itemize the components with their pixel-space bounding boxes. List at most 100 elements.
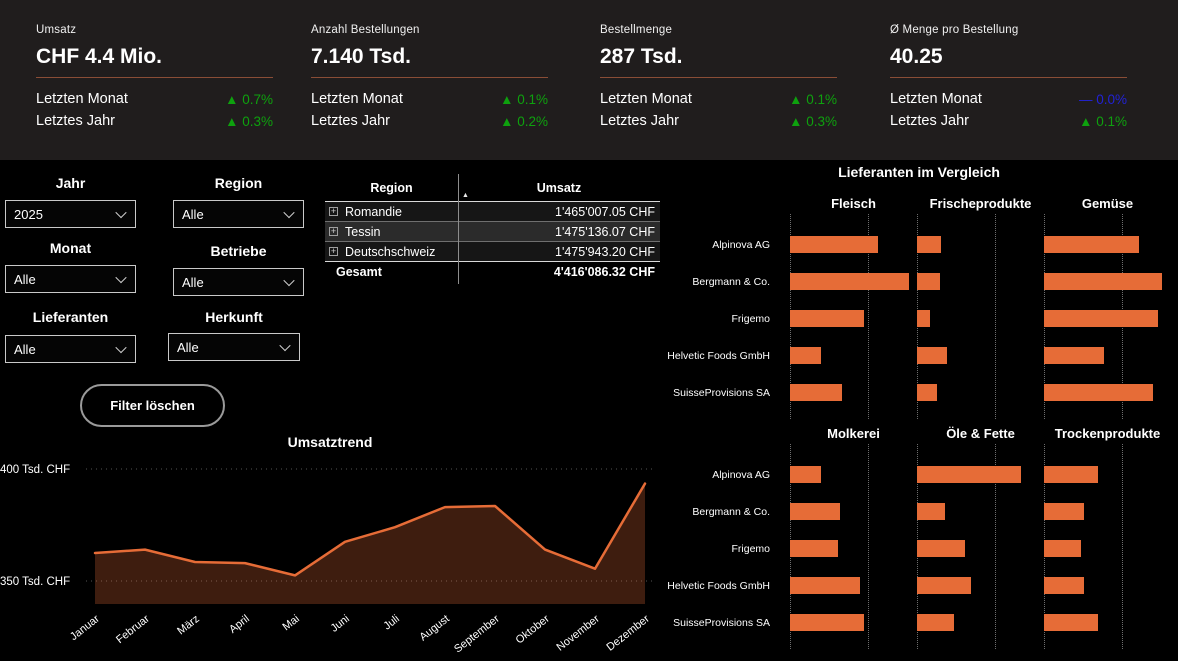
- x-axis-label: Juli: [381, 613, 401, 633]
- supplier-label: SuisseProvisions SA: [673, 616, 770, 629]
- bar[interactable]: [917, 577, 971, 594]
- column-header-umsatz[interactable]: Umsatz: [536, 180, 582, 195]
- area-fill: [95, 483, 645, 604]
- bar[interactable]: [917, 310, 931, 327]
- bar-cell: [917, 374, 1044, 411]
- expand-plus-icon[interactable]: [329, 207, 338, 216]
- bar[interactable]: [790, 503, 841, 520]
- bar[interactable]: [1044, 347, 1104, 364]
- region-cell: Tessin: [345, 224, 381, 239]
- chart-title: Umsatztrend: [287, 434, 373, 450]
- bar-cell: [790, 530, 917, 567]
- bar-cell: [917, 567, 1044, 604]
- bar[interactable]: [1044, 273, 1162, 290]
- herkunft-select[interactable]: Alle: [168, 333, 300, 361]
- kpi-divider: [890, 77, 1127, 78]
- jahr-select[interactable]: 2025: [5, 200, 136, 228]
- total-label: Gesamt: [336, 265, 382, 279]
- gridline: [995, 444, 996, 649]
- bar[interactable]: [790, 577, 860, 594]
- bar[interactable]: [790, 384, 842, 401]
- chevron-down-icon: [283, 274, 295, 287]
- bar[interactable]: [917, 347, 947, 364]
- table-row-highlighted[interactable]: Tessin 1'475'136.07 CHF: [325, 222, 660, 242]
- x-axis-label: Juni: [329, 613, 352, 635]
- bar[interactable]: [790, 540, 838, 557]
- bar[interactable]: [1044, 384, 1154, 401]
- bar[interactable]: [1044, 466, 1098, 483]
- table-total-row: Gesamt 4'416'086.32 CHF: [325, 262, 660, 282]
- bar-cell: [1044, 226, 1171, 263]
- bar[interactable]: [1044, 577, 1084, 594]
- bar-chart-grid: Alpinova AG Bergmann & Co. Frigemo Helvetic…: [660, 444, 1171, 649]
- bar[interactable]: [1044, 614, 1098, 631]
- bar-chart-row: SuisseProvisions SA: [660, 604, 1171, 641]
- x-axis-label: September: [452, 613, 502, 656]
- bar[interactable]: [790, 273, 909, 290]
- bar[interactable]: [917, 540, 965, 557]
- supplier-label: Bergmann & Co.: [692, 275, 770, 288]
- bar[interactable]: [790, 236, 878, 253]
- bar[interactable]: [790, 347, 822, 364]
- supplier-comparison-panel: Lieferanten im Vergleich Fleisch Frische…: [660, 160, 1178, 661]
- select-value: 2025: [14, 206, 43, 222]
- bar-cell: [790, 226, 917, 263]
- x-axis-label: März: [175, 613, 202, 638]
- table-row[interactable]: Deutschschweiz 1'475'943.20 CHF: [325, 242, 660, 262]
- bar[interactable]: [917, 236, 941, 253]
- region-select[interactable]: Alle: [173, 200, 304, 228]
- column-header-region[interactable]: Region: [370, 180, 413, 195]
- filter-clear-button[interactable]: Filter löschen: [80, 384, 225, 427]
- kpi-title: Bestellmenge: [600, 24, 673, 36]
- x-axis-label: Mai: [280, 613, 301, 633]
- bar[interactable]: [917, 273, 940, 290]
- supplier-label: Helvetic Foods GmbH: [667, 349, 770, 362]
- bar[interactable]: [1044, 540, 1082, 557]
- betriebe-select[interactable]: Alle: [173, 268, 304, 296]
- supplier-label: Alpinova AG: [712, 468, 770, 481]
- bar[interactable]: [917, 503, 945, 520]
- bar[interactable]: [790, 466, 822, 483]
- category-header-frischeprodukte: Frischeprodukte: [929, 196, 1032, 211]
- filter-label-herkunft: Herkunft: [205, 309, 263, 325]
- bar-cell: [790, 604, 917, 641]
- lieferanten-select[interactable]: Alle: [5, 335, 136, 363]
- trend-line[interactable]: [93, 482, 647, 577]
- bar[interactable]: [1044, 503, 1084, 520]
- category-header-fleisch: Fleisch: [831, 196, 876, 211]
- region-umsatz-table: Region Umsatz Romandie 1'465'007.05 CHF …: [325, 174, 660, 284]
- umsatz-cell: 1'475'136.07 CHF: [555, 224, 655, 239]
- bar[interactable]: [790, 614, 865, 631]
- table-row[interactable]: Romandie 1'465'007.05 CHF: [325, 202, 660, 222]
- bar[interactable]: [917, 614, 955, 631]
- expand-plus-icon[interactable]: [329, 227, 338, 236]
- bar[interactable]: [1044, 236, 1139, 253]
- x-axis-label: November: [554, 613, 602, 654]
- chevron-down-icon: [283, 206, 295, 219]
- category-header-trockenprodukte: Trockenprodukte: [1054, 426, 1161, 441]
- chevron-down-icon: [115, 206, 127, 219]
- sort-ascending-icon[interactable]: [462, 192, 469, 199]
- kpi-value: 287 Tsd.: [600, 45, 683, 68]
- bar[interactable]: [790, 310, 865, 327]
- trend-indicator: ▲ 0.3%: [789, 113, 837, 129]
- region-cell: Romandie: [345, 204, 402, 219]
- gridline: [995, 214, 996, 419]
- bar-cell: [917, 530, 1044, 567]
- filter-label-monat: Monat: [49, 240, 92, 256]
- kpi-title: Ø Menge pro Bestellung: [890, 24, 1019, 36]
- expand-plus-icon[interactable]: [329, 247, 338, 256]
- monat-select[interactable]: Alle: [5, 265, 136, 293]
- bar-chart-row: Frigemo: [660, 530, 1171, 567]
- trend-indicator: — 0.0%: [1078, 91, 1127, 107]
- bar[interactable]: [917, 384, 938, 401]
- bar-cell: [790, 337, 917, 374]
- bar-chart-row: Bergmann & Co.: [660, 493, 1171, 530]
- filter-label-jahr: Jahr: [55, 175, 86, 191]
- select-value: Alle: [182, 274, 204, 290]
- bar[interactable]: [1044, 310, 1158, 327]
- bar-cell: [790, 374, 917, 411]
- bar[interactable]: [917, 466, 1022, 483]
- bar-cell: [1044, 604, 1171, 641]
